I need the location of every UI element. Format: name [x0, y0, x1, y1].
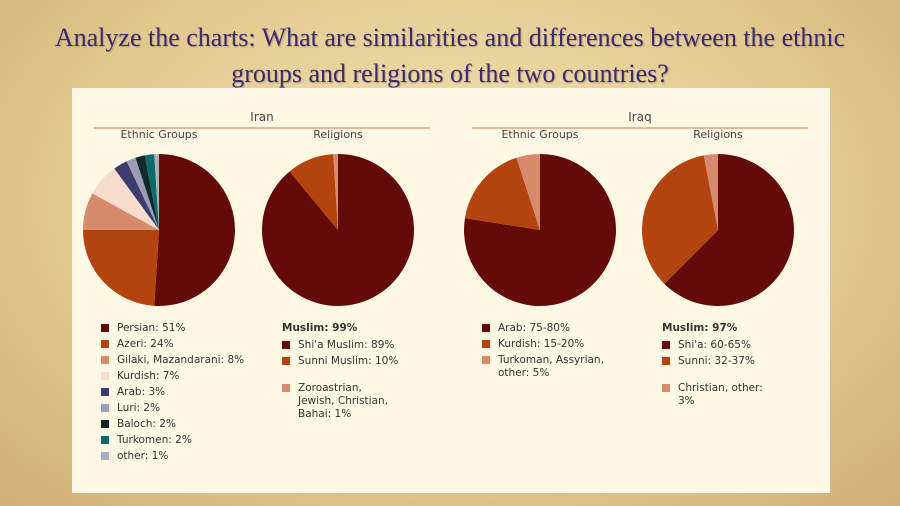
legend-swatch — [282, 341, 290, 349]
legend-swatch — [101, 452, 109, 460]
legend-item: Shi'a Muslim: 89% — [282, 339, 400, 352]
legend-label: Kurdish: 7% — [117, 370, 180, 382]
legend-item: Christian, other: 3% — [662, 382, 780, 408]
pie-slice — [664, 154, 795, 306]
legend-swatch — [482, 356, 490, 364]
pie-slice — [289, 154, 338, 230]
legend-item: Persian: 51% — [101, 322, 251, 335]
pie-slice — [642, 155, 718, 284]
legend-label: Turkomen: 2% — [117, 434, 192, 446]
country-label: Iran — [250, 110, 273, 124]
legend-swatch — [101, 356, 109, 364]
legend-swatch — [662, 384, 670, 392]
legend-label: Baloch: 2% — [117, 418, 176, 430]
legend-swatch — [482, 324, 490, 332]
pie-slice — [464, 157, 540, 230]
legend-label: Shi'a Muslim: 89% — [298, 339, 395, 351]
pie-slice — [82, 230, 159, 306]
legend-label: Luri: 2% — [117, 402, 161, 414]
pie-slice — [154, 154, 235, 306]
legend-label: Gilaki, Mazandarani: 8% — [117, 354, 245, 366]
legend-item: Arab: 3% — [101, 386, 251, 399]
legend-swatch — [101, 324, 109, 332]
legend-item: other: 1% — [101, 450, 251, 463]
pie-slice — [703, 154, 718, 230]
legend-label: Azeri: 24% — [117, 338, 174, 350]
chart-panel: Iran Iraq Ethnic Groups Religions Ethnic Gro… — [72, 88, 830, 493]
legend-swatch — [101, 420, 109, 428]
legend-swatch — [101, 388, 109, 396]
pie-slice — [83, 193, 159, 230]
legend: Arab: 75-80% Kurdish: 15-20% Turkoman, Ass… — [482, 322, 632, 383]
legend: Muslim: 97% Shi'a: 60-65% Sunni: 32-37% Chr… — [662, 322, 780, 411]
legend-item: Baloch: 2% — [101, 418, 251, 431]
legend-item: Gilaki, Mazandarani: 8% — [101, 354, 251, 367]
legend-swatch — [282, 384, 290, 392]
legend-label: Christian, other: 3% — [678, 382, 763, 407]
legend: Persian: 51% Azeri: 24% Gilaki, Mazandaran… — [101, 322, 251, 466]
pie-slice — [126, 157, 159, 230]
chart-title: Ethnic Groups — [501, 128, 578, 141]
pie-slice — [92, 168, 159, 230]
legend-swatch — [662, 357, 670, 365]
legend-swatch — [662, 341, 670, 349]
legend-item: Sunni Muslim: 10% — [282, 355, 400, 368]
legend-label: Shi'a: 60-65% — [678, 339, 751, 351]
legend-item: Shi'a: 60-65% — [662, 339, 780, 352]
chart-title: Religions — [693, 128, 743, 141]
chart-title: Religions — [313, 128, 363, 141]
legend-swatch — [482, 340, 490, 348]
legend-label: Arab: 75-80% — [498, 322, 570, 334]
legend-label: Sunni Muslim: 10% — [298, 355, 399, 367]
pie-slice — [333, 154, 338, 230]
legend-item: Turkomen: 2% — [101, 434, 251, 447]
legend-label: Sunni: 32-37% — [678, 355, 755, 367]
chart-title: Ethnic Groups — [120, 128, 197, 141]
legend-swatch — [101, 436, 109, 444]
legend-item: Zoroastrian, Jewish, Christian, Bahai: 1… — [282, 382, 400, 421]
legend-label: other: 1% — [117, 450, 169, 462]
legend-header: Muslim: 97% — [662, 322, 738, 334]
pie-slice — [144, 154, 159, 230]
pie-slice — [114, 161, 159, 230]
legend-item: Kurdish: 7% — [101, 370, 251, 383]
legend-item: Arab: 75-80% — [482, 322, 632, 335]
pie-slice — [262, 154, 414, 307]
legend-label: Persian: 51% — [117, 322, 186, 334]
legend-label: Turkoman, Assyrian, other: 5% — [498, 354, 604, 379]
legend-item: Kurdish: 15-20% — [482, 338, 632, 351]
slide-title: Analyze the charts: What are similaritie… — [54, 23, 846, 88]
legend-label: Arab: 3% — [117, 386, 166, 398]
pie-slice — [154, 154, 159, 230]
legend-item: Luri: 2% — [101, 402, 251, 415]
pie-slice — [516, 154, 540, 230]
legend-label: Kurdish: 15-20% — [498, 338, 585, 350]
legend-item: Sunni: 32-37% — [662, 355, 780, 368]
pie-slice — [464, 154, 617, 306]
legend-swatch — [101, 404, 109, 412]
legend-header: Muslim: 99% — [282, 322, 358, 334]
legend: Muslim: 99% Shi'a Muslim: 89% Sunni Muslim… — [282, 322, 400, 424]
country-label: Iraq — [628, 110, 651, 124]
legend-swatch — [101, 372, 109, 380]
legend-swatch — [282, 357, 290, 365]
legend-item: Azeri: 24% — [101, 338, 251, 351]
legend-label: Zoroastrian, Jewish, Christian, Bahai: 1… — [298, 382, 389, 420]
legend-item: Turkoman, Assyrian, other: 5% — [482, 354, 632, 380]
pie-slice — [135, 155, 159, 230]
charts: Iran Iraq Ethnic Groups Religions Ethnic Gro… — [82, 110, 808, 307]
legend-swatch — [101, 340, 109, 348]
